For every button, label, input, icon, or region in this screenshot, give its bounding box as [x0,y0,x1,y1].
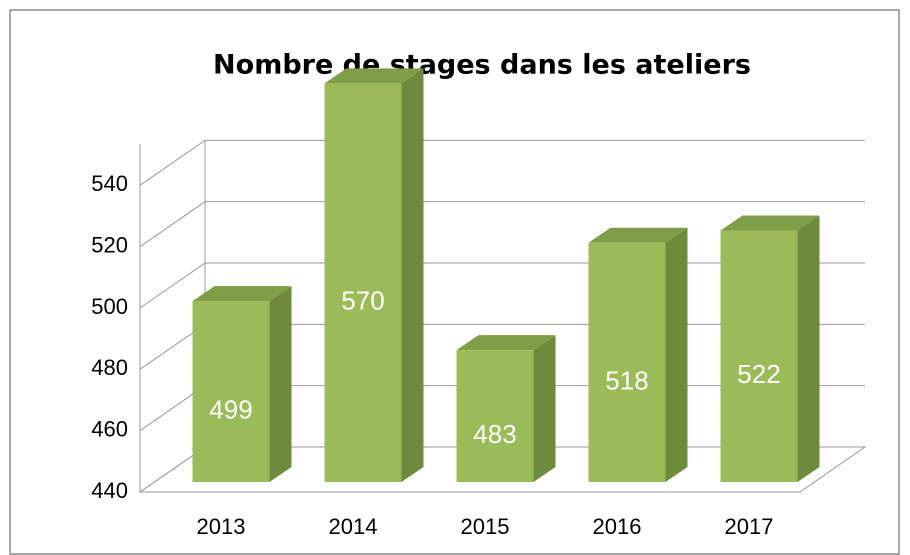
y-tick-label: 520 [91,232,128,257]
x-tick-label: 2017 [725,514,774,539]
y-tick-label: 480 [91,355,128,380]
value-label: 483 [473,419,516,449]
y-tick-label: 440 [91,478,128,503]
y-tick-label: 460 [91,416,128,441]
bar [192,286,292,482]
bar-top [456,335,556,351]
bar-face [720,230,798,482]
bar-top [192,286,292,302]
bar-top [588,227,688,243]
bar-side [533,335,556,482]
bar-face [324,83,402,482]
x-tick-label: 2014 [329,514,378,539]
x-tick-label: 2016 [593,514,642,539]
grid-line [139,201,865,248]
bar-face [192,301,270,482]
bar-side [269,286,292,482]
x-tick-label: 2015 [461,514,510,539]
grid-line [139,139,865,186]
bar [324,68,424,482]
value-label: 570 [341,286,384,316]
bar-top [720,215,820,231]
bar [456,335,556,482]
y-tick-label: 540 [91,171,128,196]
value-label: 499 [209,394,252,424]
floor [138,446,867,493]
x-tick-label: 2013 [197,514,246,539]
bar [720,215,820,483]
bar-top [324,68,424,84]
bar-side [797,215,820,483]
value-label: 518 [605,365,648,395]
bar-side [401,68,424,482]
bar-face [456,350,534,482]
bar-side [665,227,688,482]
bar [588,227,688,482]
value-label: 522 [737,359,780,389]
bar-face [588,242,666,482]
y-tick-label: 500 [91,294,128,319]
chart-title: Nombre de stages dans les ateliers [213,50,751,81]
